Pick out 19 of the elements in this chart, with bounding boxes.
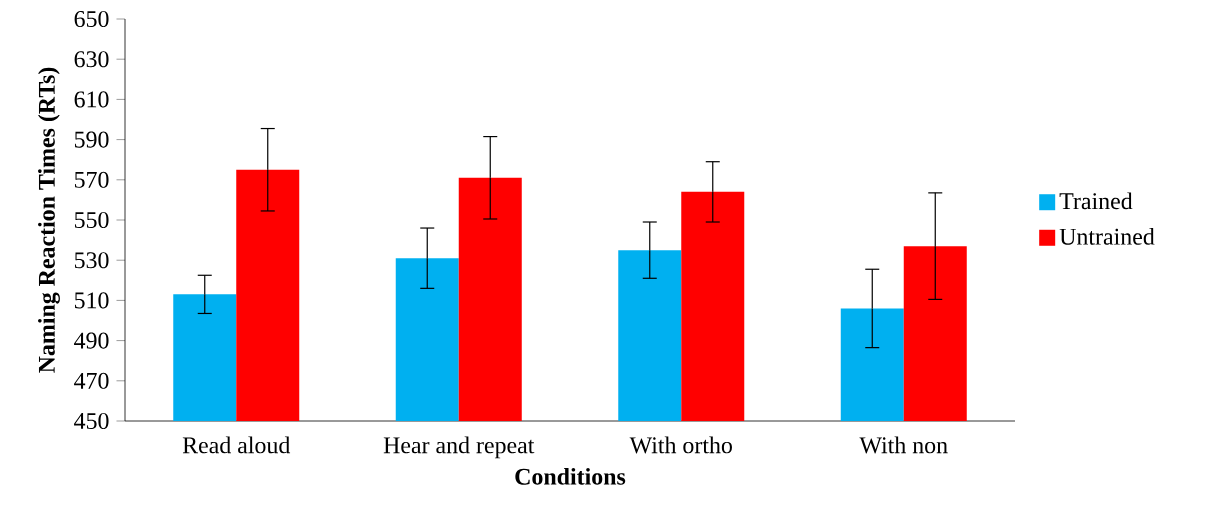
legend-label: Untrained <box>1059 227 1155 245</box>
y-tick-label: 610 <box>74 91 109 108</box>
x-tick-label: Hear and repeat <box>383 436 535 459</box>
x-tick-label: Read aloud <box>182 436 291 454</box>
y-tick-label: 590 <box>74 131 109 148</box>
x-tick-label: With ortho <box>629 436 732 454</box>
legend-label: Trained <box>1059 192 1133 210</box>
y-tick-label: 630 <box>74 51 109 68</box>
y-tick-label: 570 <box>74 171 109 188</box>
y-tick-label: 550 <box>74 211 109 229</box>
x-axis-title: Conditions <box>515 467 626 485</box>
y-tick-label: 470 <box>74 372 109 389</box>
y-axis-title: Naming Reaction Times (RTs) <box>38 67 60 373</box>
x-tick-label: With non <box>859 436 948 454</box>
y-tick-label: 530 <box>74 252 109 269</box>
y-tick-label: 490 <box>74 332 109 349</box>
y-tick-label: 450 <box>74 412 109 430</box>
y-tick-label: 650 <box>74 10 109 28</box>
y-tick-label: 510 <box>74 292 109 309</box>
